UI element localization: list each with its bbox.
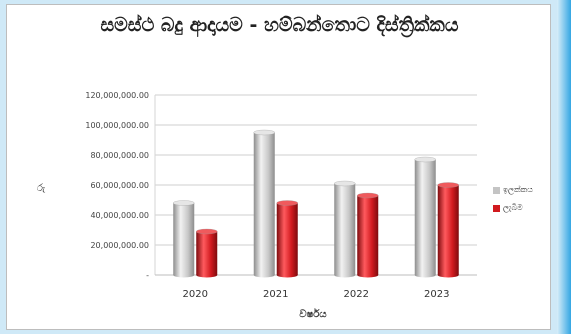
chart-plot: - 20,000,000.00 40,000,000.00 60,000,000.00…	[37, 91, 477, 320]
bar-base	[196, 272, 218, 278]
bar-base	[173, 272, 195, 278]
bar-top	[253, 129, 275, 136]
bar-body	[276, 203, 298, 275]
bar-body	[334, 183, 356, 275]
x-tick-label: 2020	[183, 289, 208, 300]
bar	[196, 228, 218, 278]
bar	[357, 192, 379, 278]
y-tick-label: 60,000,000.00	[90, 181, 149, 190]
legend-label-series-1: ඉලක්කය	[503, 185, 533, 194]
legend: ඉලක්කය ලැබීම	[493, 185, 549, 221]
bar-top	[173, 200, 195, 206]
x-tick-label: 2021	[263, 289, 288, 300]
bar-top	[334, 180, 356, 187]
bar	[334, 180, 356, 278]
bar	[276, 200, 298, 278]
y-tick-label: -	[146, 271, 149, 280]
bar-top	[357, 192, 379, 199]
bar-body	[196, 231, 218, 275]
legend-swatch-series-2	[493, 204, 500, 212]
legend-swatch-series-1	[493, 186, 500, 194]
bar-body	[253, 132, 275, 275]
bar-body	[173, 203, 195, 275]
x-tick-label: 2022	[344, 289, 369, 300]
bar-top	[414, 156, 436, 163]
y-tick-label: 100,000,000.00	[85, 121, 149, 130]
bar-top	[196, 228, 218, 235]
bars-group	[173, 129, 459, 278]
chart-title: සමස්ථ බදු ආදායම - හම්බන්තොට දිස්ත්‍රික්ක…	[100, 14, 459, 36]
bar-top	[437, 182, 459, 188]
bar-base	[414, 272, 436, 278]
bar	[253, 129, 275, 278]
y-tick-labels: - 20,000,000.00 40,000,000.00 60,000,000.00…	[85, 91, 149, 280]
bar-base	[253, 272, 275, 278]
bar-base	[276, 272, 298, 278]
page-edge-band	[557, 0, 571, 334]
bar-body	[437, 185, 459, 275]
x-tick-label: 2023	[424, 289, 449, 300]
legend-item-series-2: ලැබීම	[493, 203, 549, 213]
bar	[414, 156, 436, 278]
bar-top	[276, 200, 298, 206]
bar	[173, 200, 195, 278]
x-tick-labels: 2020 2021 2022 2023	[183, 289, 450, 300]
y-tick-label: 20,000,000.00	[90, 241, 149, 250]
y-tick-label: 80,000,000.00	[90, 151, 149, 160]
y-axis-label: රු	[37, 182, 46, 194]
bar-base	[357, 272, 379, 278]
bar-body	[357, 195, 379, 275]
legend-label-series-2: ලැබීම	[503, 203, 523, 212]
y-tick-label: 40,000,000.00	[90, 211, 149, 220]
legend-item-series-1: ඉලක්කය	[493, 185, 549, 195]
bar-body	[414, 159, 436, 275]
chart-frame: සමස්ථ බදු ආදායම - හම්බන්තොට දිස්ත්‍රික්ක…	[6, 4, 551, 330]
bar	[437, 182, 459, 278]
bar-base	[334, 272, 356, 278]
y-tick-label: 120,000,000.00	[85, 91, 149, 100]
x-axis-label: වර්ෂය	[299, 307, 327, 320]
bar-base	[437, 272, 459, 278]
